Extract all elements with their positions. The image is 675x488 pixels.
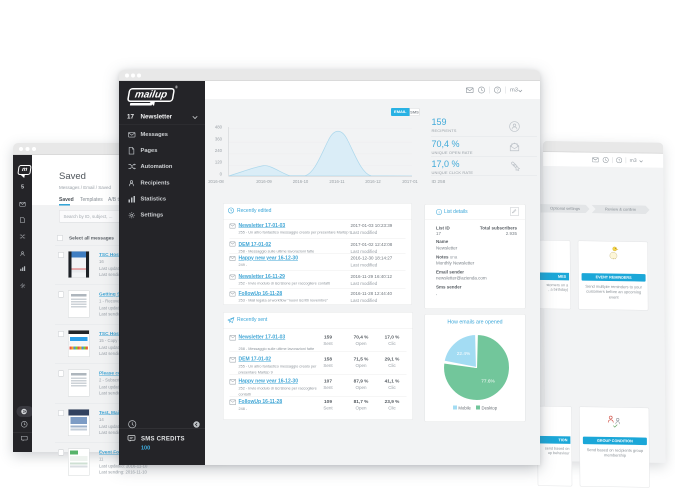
svg-text:i: i (439, 209, 440, 214)
svg-text:?: ? (496, 88, 499, 93)
svg-text:77.6%: 77.6% (481, 379, 495, 385)
svg-text:?: ? (618, 159, 620, 163)
svg-text:22.4%: 22.4% (457, 351, 471, 357)
